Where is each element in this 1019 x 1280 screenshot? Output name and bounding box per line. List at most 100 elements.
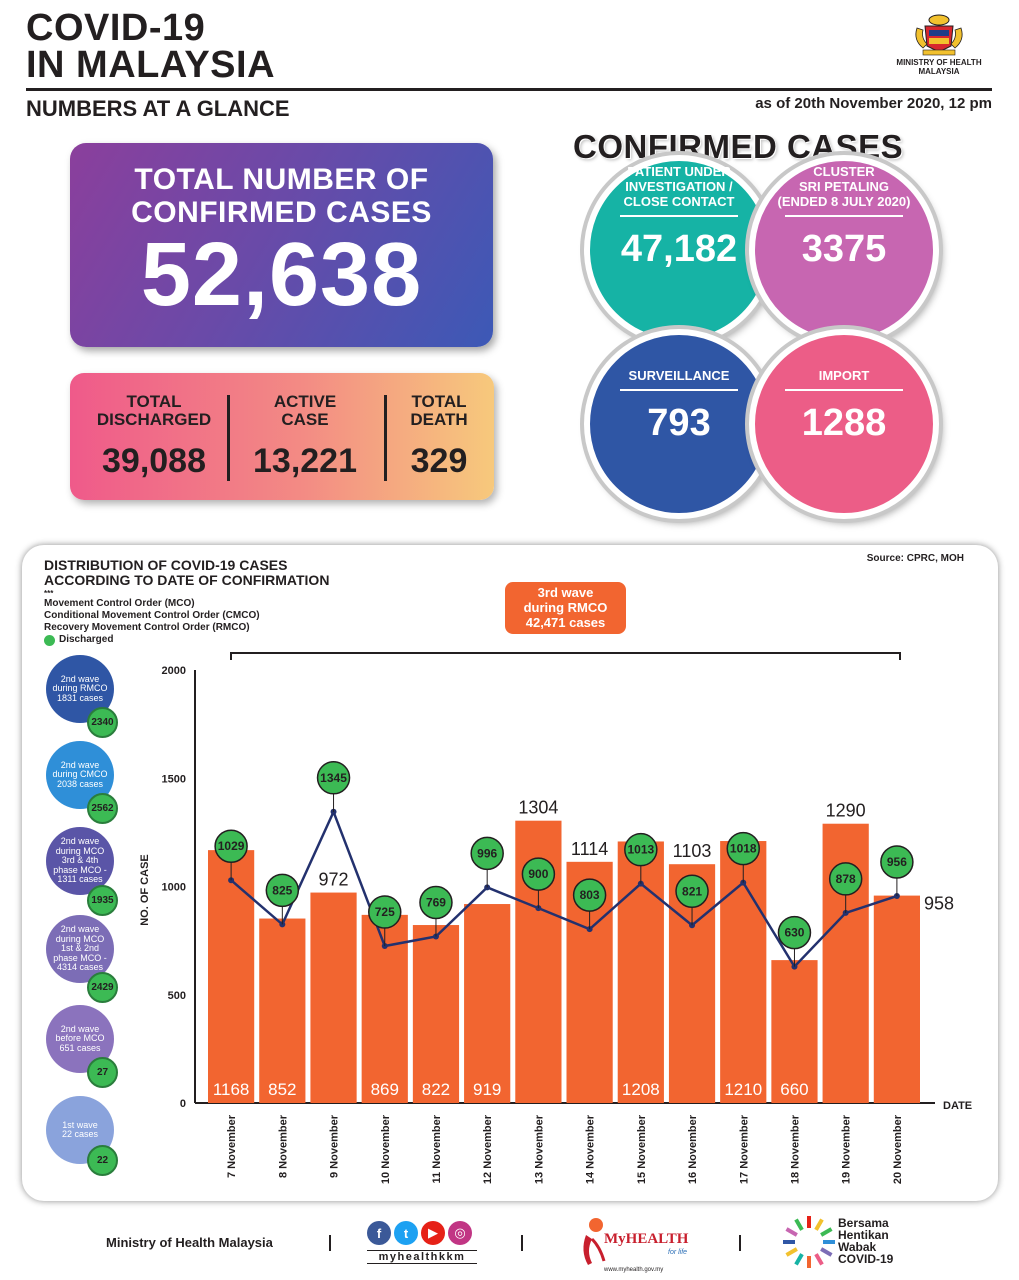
- bar: [412, 925, 460, 1103]
- bar-value-label: 972: [319, 870, 349, 890]
- confirmed-label: CLUSTER SRI PETALING (ENDED 8 JULY 2020): [777, 164, 911, 209]
- bar-value-label: 1168: [213, 1080, 250, 1099]
- bar-value-label: 1210: [724, 1080, 762, 1099]
- legend-item: Movement Control Order (MCO): [44, 598, 195, 609]
- wave-discharged-badge: 1935: [87, 885, 118, 916]
- summary-divider: [384, 395, 387, 481]
- discharged-value-label: 1029: [218, 839, 245, 853]
- bar-value-label: 1208: [622, 1080, 660, 1099]
- discharged-marker: [726, 831, 760, 866]
- bar-value-label: 822: [422, 1080, 450, 1099]
- y-tick-label: 0: [180, 1098, 186, 1110]
- summary-card: TOTAL DISCHARGED 39,088 ACTIVE CASE 13,2…: [70, 373, 494, 500]
- confirmed-label: IMPORT: [818, 368, 870, 383]
- summary-label: ACTIVE CASE: [273, 392, 337, 429]
- summary-value: 13,221: [253, 442, 357, 480]
- y-axis-label: NO. OF CASE: [139, 854, 151, 926]
- x-tick-label: 16 November: [687, 1114, 699, 1184]
- bar: [208, 850, 255, 1103]
- myhealth-logo: MyHEALTH for life www.myhealth.gov.my: [578, 1213, 698, 1273]
- footer: Ministry of Health Malaysia f t ▶ ◎ myhe…: [0, 1205, 1019, 1280]
- summary-active: ACTIVE CASE 13,221: [238, 393, 372, 481]
- wave-discharged-badge: 2562: [87, 793, 118, 824]
- bar-value-label: 1304: [518, 798, 558, 818]
- legend-marker: ***: [44, 589, 54, 598]
- x-tick-label: 11 November: [431, 1114, 443, 1183]
- x-tick-label: 19 November: [841, 1114, 853, 1184]
- footer-divider: [521, 1235, 523, 1251]
- y-tick-label: 1000: [162, 882, 186, 894]
- summary-value: 329: [410, 442, 468, 480]
- wave-discharged-badge: 2429: [87, 972, 118, 1003]
- bar-value-label: 660: [780, 1080, 808, 1099]
- instagram-icon[interactable]: ◎: [448, 1221, 472, 1245]
- discharged-marker: [368, 895, 402, 929]
- bar-value-label: 1290: [826, 801, 866, 821]
- discharged-value-label: 878: [836, 872, 856, 886]
- facebook-icon[interactable]: f: [367, 1221, 391, 1245]
- wave-label: 2nd wave during RMCO 1831 cases: [52, 673, 108, 703]
- coat-of-arms-icon: [915, 14, 963, 56]
- x-axis-label: DATE: [943, 1100, 972, 1112]
- legend-discharged: Discharged: [44, 634, 260, 646]
- wave-label: 1st wave 22 cases: [61, 1119, 99, 1139]
- discharged-value-label: 996: [477, 846, 497, 860]
- bar-value-label: 852: [268, 1080, 296, 1099]
- total-cases-label: TOTAL NUMBER OF CONFIRMED CASES: [131, 163, 432, 229]
- total-cases-value: 52,638: [140, 225, 423, 325]
- twitter-icon[interactable]: t: [394, 1221, 418, 1245]
- wave-discharged-badge: 2340: [87, 707, 118, 738]
- myhealth-figure-icon: [583, 1218, 606, 1265]
- x-tick-label: 12 November: [482, 1114, 494, 1184]
- bar: [873, 895, 920, 1103]
- confirmed-import-circle: IMPORT 1288: [749, 329, 939, 519]
- wave-discharged-badge: 22: [87, 1145, 118, 1176]
- chart-source: Source: CPRC, MOH: [866, 553, 964, 564]
- third-wave-bracket: [230, 652, 901, 660]
- y-tick-label: 1500: [162, 773, 186, 785]
- social-handle: myhealthkkm: [367, 1250, 477, 1264]
- confirmed-label: PATIENT UNDER INVESTIGATION / CLOSE CONT…: [623, 164, 735, 209]
- bar-value-label: 1114: [571, 839, 608, 859]
- campaign-text: Bersama Hentikan Wabak COVID-19: [838, 1216, 894, 1266]
- confirmed-value: 47,182: [620, 228, 738, 270]
- confirmed-value: 3375: [801, 228, 887, 270]
- page-subtitle: NUMBERS AT A GLANCE: [26, 96, 290, 121]
- summary-discharged: TOTAL DISCHARGED 39,088: [80, 393, 228, 481]
- third-wave-note: 3rd wave during RMCO 42,471 cases: [505, 582, 626, 634]
- discharged-marker: [265, 873, 300, 908]
- discharged-marker: [521, 857, 556, 891]
- discharged-marker: [316, 761, 351, 795]
- discharged-value-label: 821: [682, 884, 702, 898]
- wave-bubble: 1st wave 22 cases: [46, 1096, 114, 1164]
- discharged-value-label: 769: [426, 896, 446, 910]
- x-tick-label: 7 November: [226, 1114, 238, 1178]
- myhealth-url: www.myhealth.gov.my: [604, 1267, 664, 1273]
- x-tick-label: 14 November: [585, 1114, 597, 1184]
- total-cases-card: TOTAL NUMBER OF CONFIRMED CASES 52,638: [70, 143, 493, 347]
- bar: [464, 904, 511, 1103]
- myhealth-brand: MyHEALTH: [604, 1231, 689, 1247]
- wave-label: 2nd wave during MCO 1st & 2nd phase MCO …: [53, 924, 107, 973]
- header-divider: [26, 88, 992, 91]
- legend-discharged-label: Discharged: [59, 634, 114, 645]
- youtube-icon[interactable]: ▶: [421, 1221, 445, 1245]
- report-date: as of 20th November 2020, 12 pm: [755, 95, 992, 112]
- wave-label: 2nd wave during CMCO 2038 cases: [52, 759, 108, 789]
- discharged-marker: [470, 836, 504, 871]
- bar-value-label: 919: [473, 1080, 501, 1099]
- bar: [259, 918, 306, 1103]
- y-tick-label: 500: [168, 990, 186, 1002]
- discharged-marker: [828, 862, 863, 896]
- footer-divider: [739, 1235, 741, 1251]
- discharged-value-label: 1018: [730, 842, 757, 856]
- discharged-line: [230, 808, 898, 969]
- x-tick-label: 20 November: [892, 1114, 904, 1184]
- wave-bubble: 2nd wave during MCO 1st & 2nd phase MCO …: [46, 915, 114, 983]
- discharged-marker: [675, 874, 709, 909]
- chart-title: DISTRIBUTION OF COVID-19 CASES ACCORDING…: [44, 557, 330, 588]
- summary-label: TOTAL DISCHARGED: [96, 392, 212, 429]
- x-tick-label: 18 November: [789, 1114, 801, 1184]
- myhealth-tagline: for life: [668, 1249, 688, 1256]
